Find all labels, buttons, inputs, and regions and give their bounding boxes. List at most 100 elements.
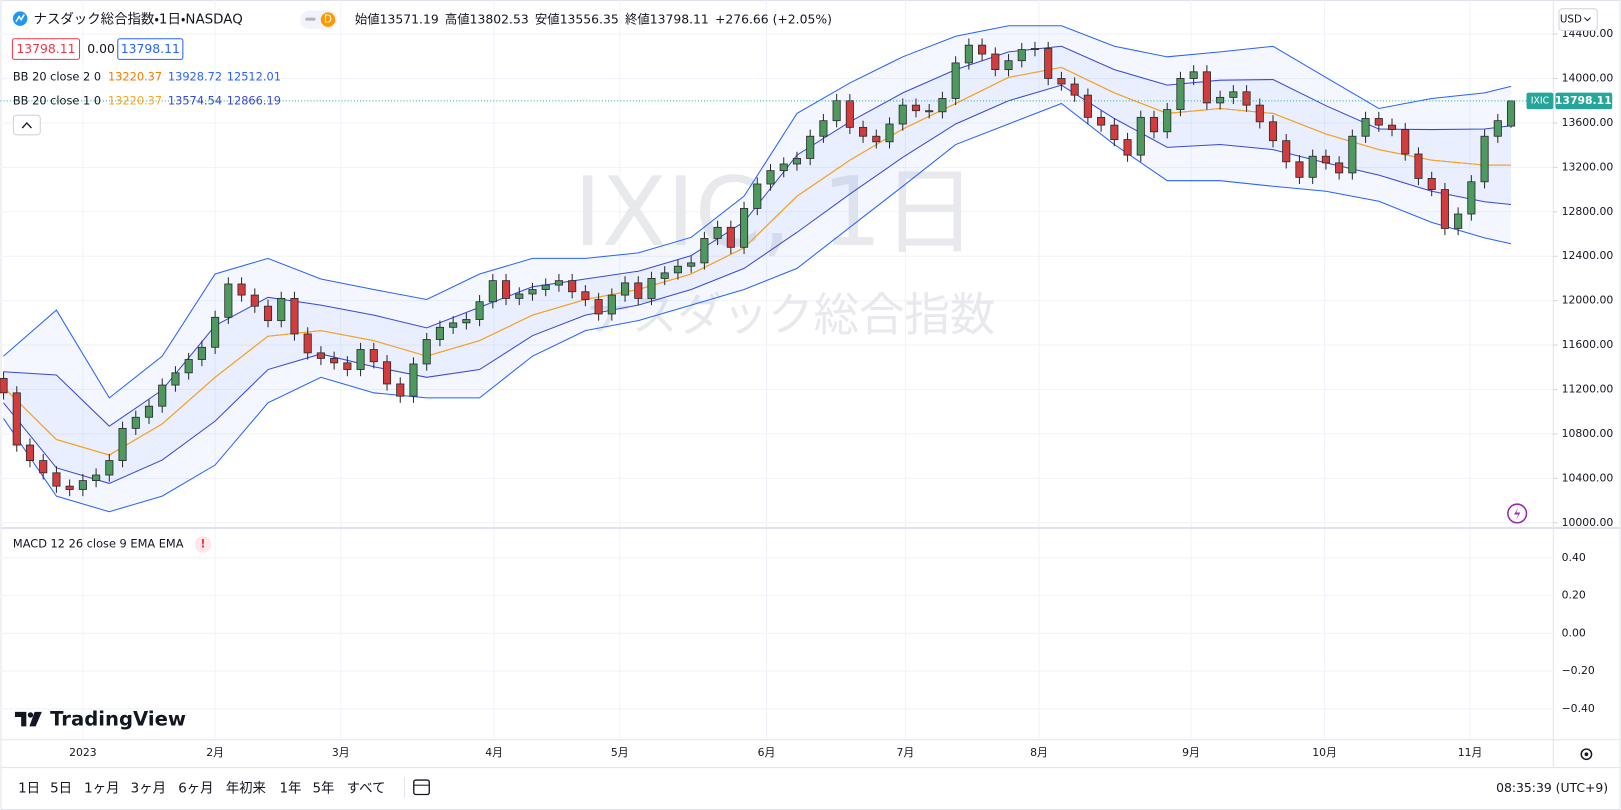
settings-icon[interactable] — [1580, 748, 1593, 761]
candle-body — [1427, 178, 1436, 190]
range-button[interactable]: 1日 — [18, 781, 40, 796]
candle-body — [951, 62, 960, 99]
logo-mark-slash — [29, 711, 42, 727]
symbol-title[interactable]: ナスダック総合指数・1日・NASDAQ — [34, 12, 243, 28]
candle-body — [1321, 155, 1330, 164]
candle-body — [1295, 161, 1304, 178]
candle-body — [1506, 100, 1516, 127]
range-button[interactable]: 1ヶ月 — [84, 781, 119, 796]
currency-button[interactable] — [1558, 8, 1598, 31]
candle-body — [462, 319, 471, 324]
logo-mark — [14, 711, 27, 727]
indicator-value: 13220.37 — [108, 69, 162, 83]
candle-body — [1467, 181, 1476, 215]
candle-body — [885, 123, 894, 143]
candle-body — [819, 120, 828, 137]
candle-body — [224, 283, 233, 318]
indicator-name[interactable]: BB 20 close 1 0 — [13, 93, 101, 107]
alert-icon-glyph — [1514, 507, 1521, 520]
candle-body — [1374, 118, 1383, 126]
range-button[interactable]: 3ヶ月 — [131, 781, 166, 796]
candle-body — [938, 98, 947, 113]
y-tick-label: 14000.00 — [1562, 71, 1614, 84]
candle-body — [184, 359, 193, 374]
band-line — [3, 25, 1512, 399]
macd-tick-label: −0.20 — [1562, 664, 1595, 677]
candle-body — [925, 110, 934, 113]
candle-body — [1335, 162, 1344, 174]
band-fill — [3, 25, 1512, 512]
y-tick-label: 10800.00 — [1562, 427, 1614, 440]
candle-body — [0, 377, 8, 394]
high-label: 高値 — [445, 11, 470, 26]
candle-body — [396, 383, 405, 397]
range-button[interactable]: 6ヶ月 — [178, 781, 213, 796]
calendar-icon[interactable] — [413, 779, 430, 796]
clock: 08:35:39 (UTC+9) — [1496, 780, 1608, 795]
candle-body — [1030, 48, 1040, 51]
candle-body — [713, 226, 722, 239]
candle-body — [1202, 71, 1211, 104]
candle-body — [581, 291, 590, 300]
candle-body — [290, 298, 299, 335]
candle-body — [356, 349, 365, 370]
x-tick-label: 9月 — [1182, 746, 1200, 759]
candle-body — [1123, 139, 1132, 156]
symbol-icon-glyph — [15, 14, 25, 23]
candle-body — [1282, 140, 1291, 163]
candle-body — [25, 444, 35, 462]
candle-body — [1136, 116, 1145, 156]
candle-body — [277, 298, 286, 322]
candle-body — [1268, 121, 1278, 142]
x-tick-label: 7月 — [897, 746, 915, 759]
y-tick-label: 12000.00 — [1562, 294, 1614, 307]
candle-body — [1044, 48, 1053, 79]
macd-tick-label: 0.00 — [1562, 626, 1586, 639]
bid: 13798.11 — [16, 41, 75, 56]
macd-tick-label: 0.20 — [1562, 589, 1586, 602]
candle-body — [1057, 78, 1066, 85]
candle-body — [1216, 96, 1225, 104]
indicator-name[interactable]: BB 20 close 2 0 — [13, 69, 101, 83]
candle-body — [382, 361, 392, 385]
candle-body — [620, 282, 630, 296]
candle-body — [250, 294, 259, 307]
range-button[interactable]: すべて — [347, 780, 386, 796]
candle-body — [131, 416, 140, 429]
x-tick-label: 5月 — [611, 746, 629, 759]
candle-body — [316, 352, 325, 359]
candle-body — [568, 280, 577, 293]
candle-body — [1163, 109, 1172, 133]
range-button[interactable]: 5日 — [50, 781, 72, 796]
macd-warning-bg — [194, 536, 212, 553]
collapse-button[interactable] — [12, 114, 41, 136]
macd-tick-label: −0.40 — [1562, 702, 1595, 715]
range-button[interactable]: 年初来 — [226, 780, 266, 796]
currency-caret — [1583, 17, 1591, 22]
candle-body — [1480, 135, 1489, 183]
candle-body — [78, 480, 87, 490]
range-button[interactable]: 1年 — [279, 780, 301, 796]
candle-body — [1229, 91, 1238, 98]
spread: 0.00 — [87, 41, 115, 56]
bid-box[interactable] — [11, 38, 81, 60]
band-line — [3, 66, 1511, 456]
candle-body — [1255, 104, 1264, 123]
range-button[interactable]: 5年 — [313, 780, 335, 796]
candle-body — [92, 474, 101, 482]
ohlc-line: 始値13571.19 高値13802.53 安値13556.35 終値13798.11… — [355, 11, 832, 26]
candle-body — [449, 322, 458, 328]
candle-body — [1017, 49, 1026, 62]
candle-body — [779, 163, 788, 172]
candle-body — [554, 280, 563, 286]
x-tick-label: 8月 — [1030, 746, 1048, 759]
candle-body — [158, 384, 167, 407]
candle-body — [859, 126, 868, 137]
last-price-box — [1555, 92, 1613, 110]
candle-body — [832, 100, 841, 122]
x-tick-label: 4月 — [485, 746, 503, 759]
indicator-legends: BB 20 close 2 0 13220.37 13928.72 12512.01 B… — [13, 69, 281, 107]
candle-body — [105, 460, 114, 476]
ask-box[interactable] — [117, 38, 184, 60]
